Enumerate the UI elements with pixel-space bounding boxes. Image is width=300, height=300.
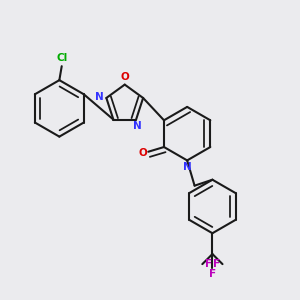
Text: O: O [138, 148, 147, 158]
Text: O: O [121, 73, 130, 82]
Text: Cl: Cl [57, 53, 68, 64]
Text: N: N [183, 162, 192, 172]
Text: F: F [213, 259, 220, 269]
Text: F: F [209, 268, 216, 279]
Text: F: F [205, 259, 212, 269]
Text: N: N [95, 92, 103, 102]
Text: N: N [133, 121, 142, 131]
